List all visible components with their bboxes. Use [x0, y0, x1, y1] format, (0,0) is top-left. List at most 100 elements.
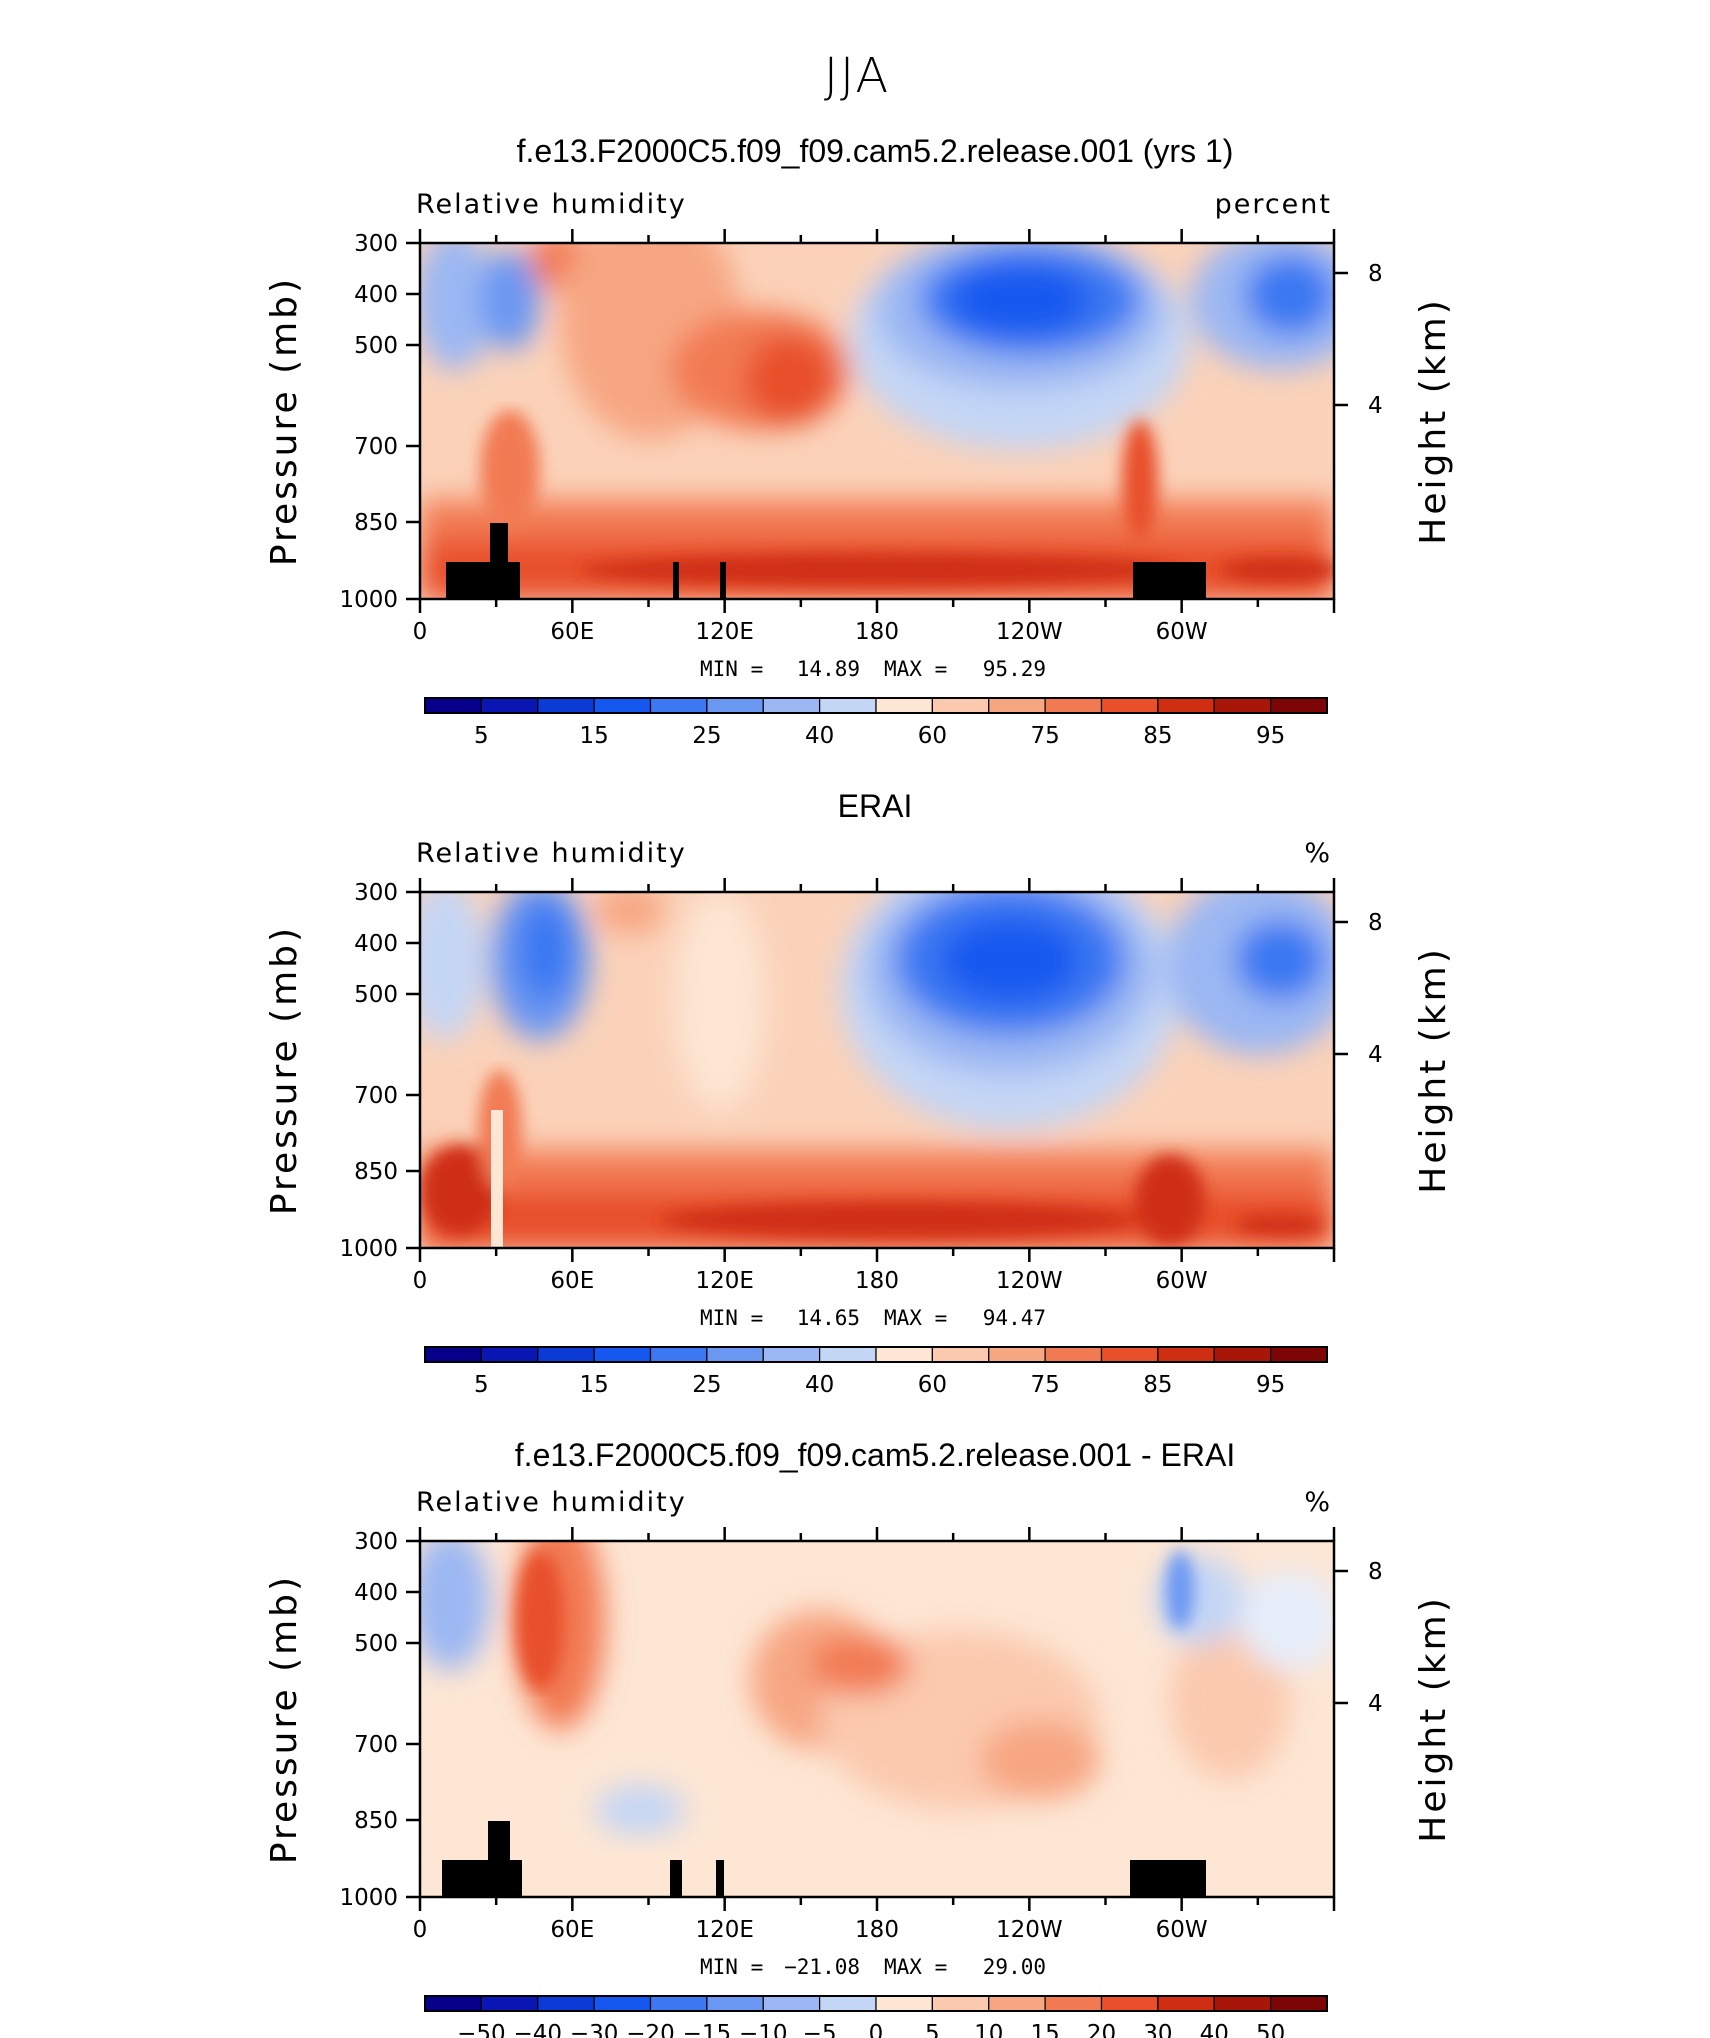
- colorbar-box: [1157, 697, 1215, 714]
- panel-title: ERAI: [838, 788, 913, 824]
- colorbar-label: −30: [570, 2021, 619, 2038]
- colorbar-box: [480, 1346, 539, 1363]
- figure-title: JJA: [824, 48, 890, 104]
- colorbar-box: [1100, 1995, 1159, 2012]
- units-label: percent: [1215, 189, 1332, 220]
- min-label: MIN =: [700, 657, 763, 681]
- colorbar-box: [537, 1995, 595, 2012]
- x-tick-label: 120E: [695, 1917, 753, 1943]
- axes: 300 400 500 700 850 1000 8 4 0 60E 120E 180 120W 60W: [339, 878, 1383, 1294]
- max-label: MAX =: [884, 1955, 947, 1979]
- colorbar-box: [762, 1995, 821, 2012]
- y-right-tick-label: 4: [1368, 1691, 1383, 1717]
- colorbar-box: [1213, 1995, 1272, 2012]
- colorbar-box: [1044, 1995, 1103, 2012]
- colorbar-label: −5: [803, 2021, 837, 2038]
- colorbar-box: [988, 1995, 1046, 2012]
- y-right-tick-label: 8: [1368, 1559, 1383, 1585]
- colorbar-label: 10: [974, 2021, 1003, 2038]
- colorbar-label: 15: [1030, 2021, 1059, 2038]
- colorbar-label: 5: [925, 2021, 940, 2038]
- variable-label: Relative humidity: [416, 1487, 687, 1518]
- axes: 300 400 500 700 850 1000 8 4 0 60E 120E 180 120W 60W: [339, 229, 1383, 645]
- panel-obs: ERAI Relative humidity %: [264, 788, 1454, 1398]
- stats-line: MIN = 14.89 MAX = 95.29: [700, 657, 1046, 681]
- y-tick-label: 1000: [339, 587, 398, 613]
- colorbar-label: 95: [1256, 1372, 1285, 1398]
- colorbar-label: 75: [1030, 723, 1059, 749]
- colorbar-label: 60: [918, 723, 947, 749]
- y-tick-label: 500: [354, 333, 398, 359]
- colorbar-box: [706, 1995, 764, 2012]
- axes: 300 400 500 700 850 1000 8 4 0 60E 120E 180 120W 60W: [339, 1527, 1383, 1943]
- colorbar-label: 75: [1030, 1372, 1059, 1398]
- colorbar-label: 25: [692, 1372, 721, 1398]
- variable-label: Relative humidity: [416, 189, 687, 220]
- colorbar-box: [1044, 697, 1103, 714]
- colorbar-box: [819, 1995, 877, 2012]
- colorbar-box: [424, 1995, 482, 2012]
- colorbar-box: [819, 1346, 877, 1363]
- x-tick-label: 60W: [1156, 619, 1208, 645]
- y-axis-title: Pressure (mb): [264, 1574, 305, 1864]
- contour-field: [420, 892, 1334, 1248]
- colorbar-box: [537, 1346, 595, 1363]
- panel-title: f.e13.F2000C5.f09_f09.cam5.2.release.001…: [515, 1437, 1235, 1473]
- x-tick-label: 60E: [550, 1917, 594, 1943]
- colorbar-label: 40: [805, 1372, 834, 1398]
- units-label: %: [1304, 838, 1332, 869]
- colorbar-label: −15: [683, 2021, 732, 2038]
- colorbar-box: [931, 697, 990, 714]
- colorbar-label: 85: [1143, 723, 1172, 749]
- colorbar-box: [762, 1346, 821, 1363]
- colorbar-box: [1270, 1995, 1328, 2012]
- colorbar-label: 5: [474, 723, 489, 749]
- y-axis-right-title: Height (km): [1413, 946, 1454, 1193]
- colorbar-box: [593, 697, 652, 714]
- panel-title: f.e13.F2000C5.f09_f09.cam5.2.release.001…: [517, 133, 1234, 169]
- max-label: MAX =: [884, 657, 947, 681]
- x-tick-label: 60E: [550, 619, 594, 645]
- y-axis-right-title: Height (km): [1413, 297, 1454, 544]
- colorbar-box: [649, 1346, 708, 1363]
- x-tick-label: 60W: [1156, 1917, 1208, 1943]
- colorbar-box: [988, 1346, 1046, 1363]
- colorbar-box: [875, 1995, 933, 2012]
- colorbar-box: [706, 1346, 764, 1363]
- colorbar-box: [819, 697, 877, 714]
- x-tick-label: 180: [855, 1268, 899, 1294]
- contour-field: [420, 1541, 1334, 1897]
- colorbar-label: −20: [626, 2021, 675, 2038]
- colorbar-box: [1270, 697, 1328, 714]
- colorbar-label: −10: [739, 2021, 788, 2038]
- colorbar-label: 15: [579, 1372, 608, 1398]
- colorbar-box: [931, 1346, 990, 1363]
- y-tick-label: 850: [354, 510, 398, 536]
- colorbar-box: [593, 1346, 652, 1363]
- x-tick-label: 180: [855, 619, 899, 645]
- colorbar-box: [1100, 1346, 1159, 1363]
- x-tick-label: 120E: [695, 619, 753, 645]
- stats-line: MIN = 14.65 MAX = 94.47: [700, 1306, 1046, 1330]
- colorbar-label: 20: [1087, 2021, 1116, 2038]
- colorbar: −50 −40 −30 −20 −15 −10 −5 0 5 10 15 20 30 40 50: [424, 1995, 1328, 2038]
- colorbar-label: 50: [1256, 2021, 1285, 2038]
- colorbar-box: [988, 697, 1046, 714]
- x-tick-label: 0: [413, 1917, 428, 1943]
- y-tick-label: 1000: [339, 1885, 398, 1911]
- colorbar-box: [762, 697, 821, 714]
- colorbar-box: [875, 1346, 933, 1363]
- y-right-tick-label: 4: [1368, 393, 1383, 419]
- panel-difference: f.e13.F2000C5.f09_f09.cam5.2.release.001…: [264, 1437, 1454, 2038]
- colorbar-label: −50: [457, 2021, 506, 2038]
- y-tick-label: 300: [354, 880, 398, 906]
- colorbar-box: [480, 1995, 539, 2012]
- max-value: 29.00: [983, 1955, 1046, 1979]
- y-tick-label: 700: [354, 1732, 398, 1758]
- colorbar-label: 60: [918, 1372, 947, 1398]
- x-tick-label: 60W: [1156, 1268, 1208, 1294]
- contour-field: [420, 243, 1334, 599]
- colorbar: 5 15 25 40 60 75 85 95: [424, 697, 1328, 749]
- colorbar-box: [706, 697, 764, 714]
- y-right-tick-label: 8: [1368, 261, 1383, 287]
